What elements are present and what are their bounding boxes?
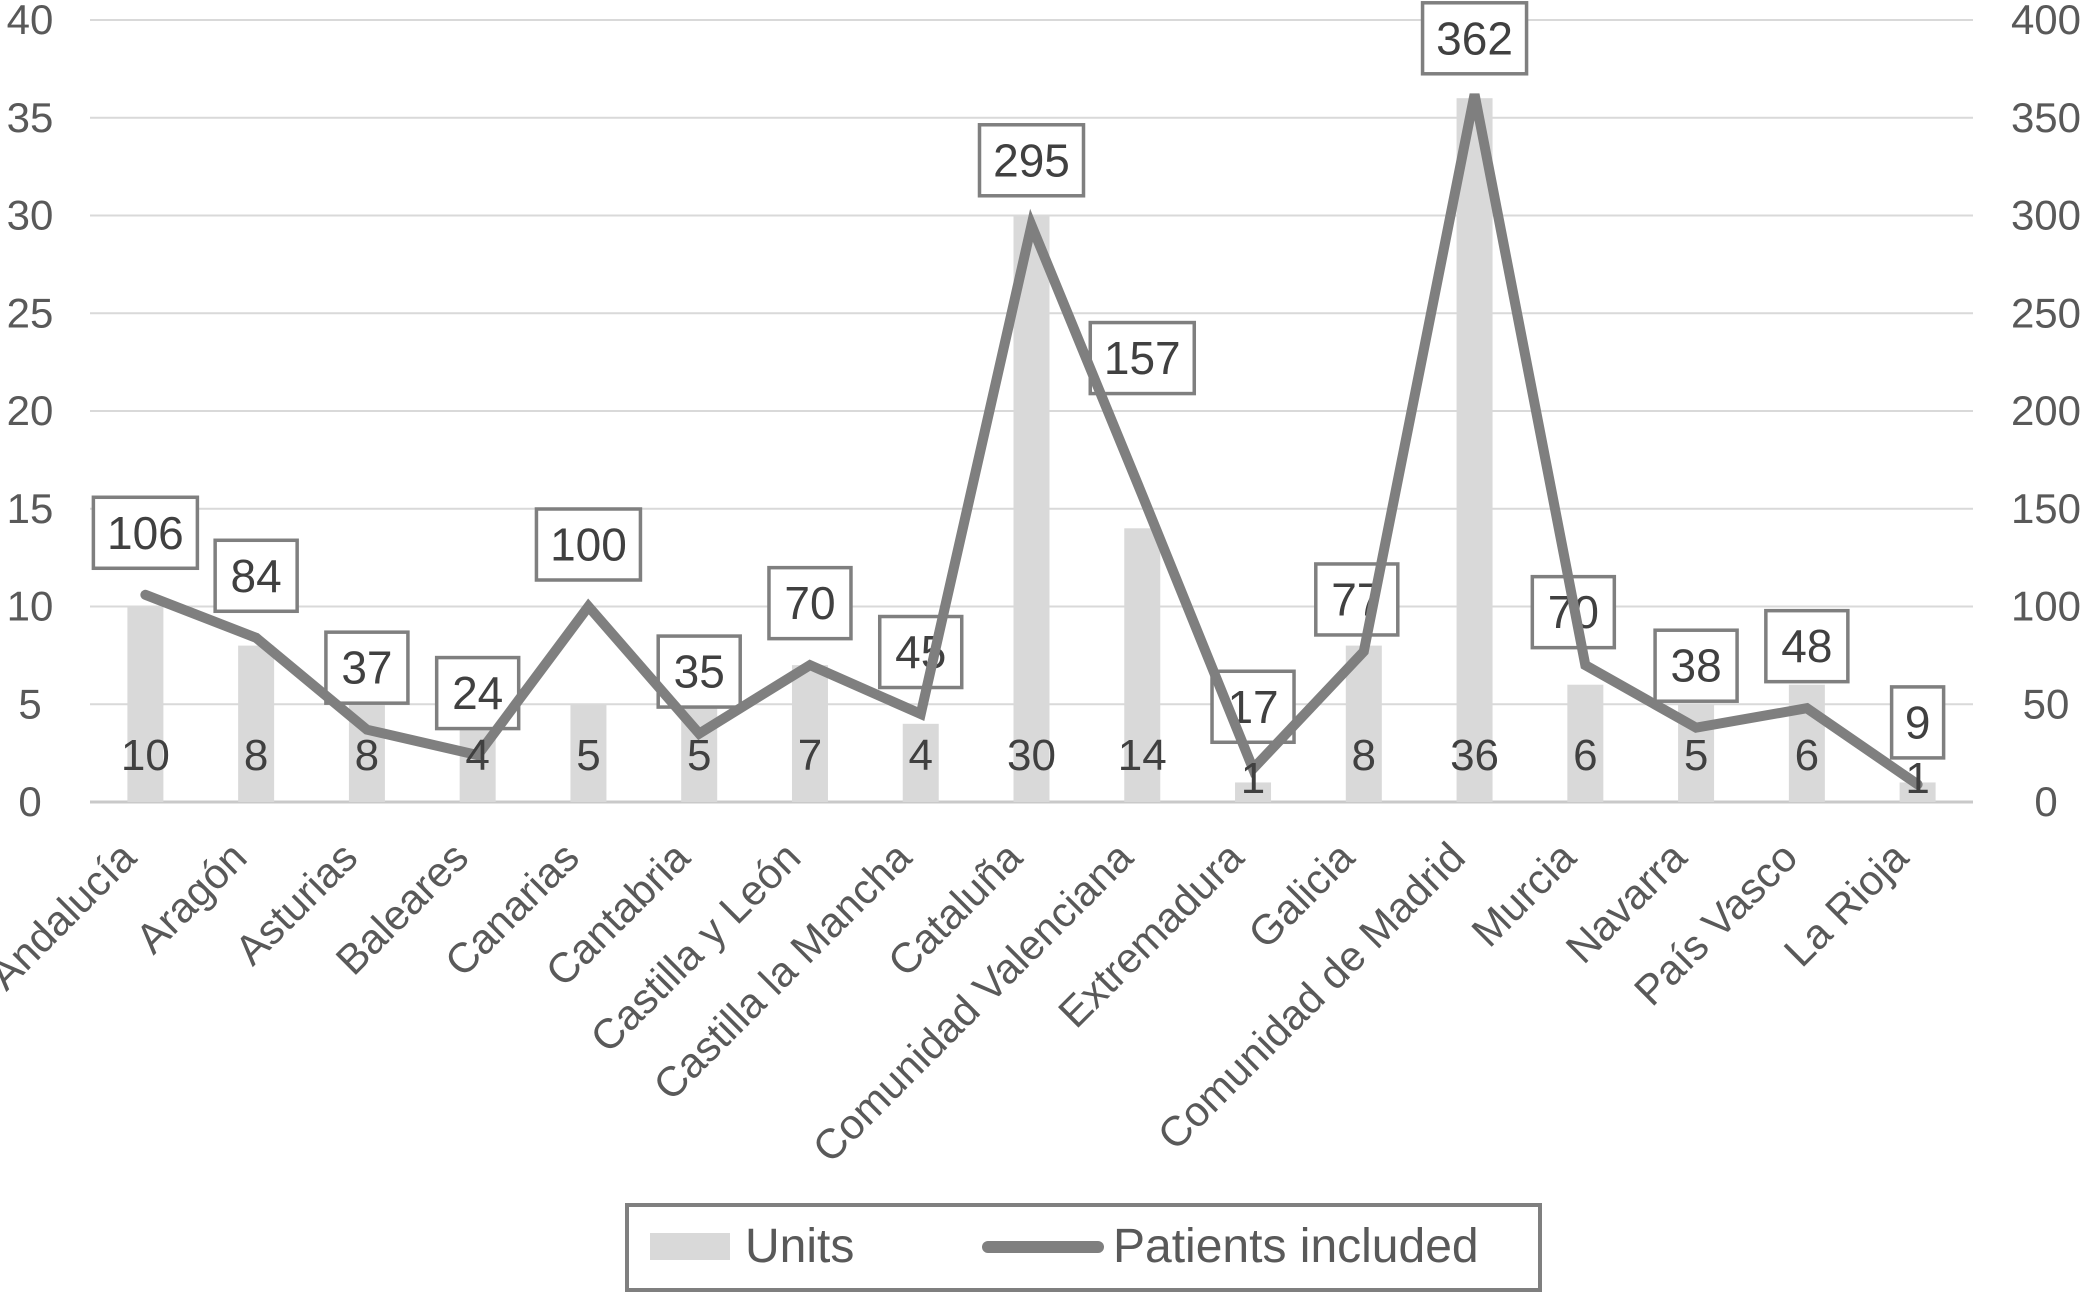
right-axis-tick-label: 300 [2011, 192, 2081, 239]
units-bar [1124, 528, 1161, 802]
bar-value-label: 4 [908, 731, 932, 780]
line-data-label-value: 100 [550, 519, 627, 571]
bar-value-label: 1 [1241, 754, 1265, 803]
units-bar [1567, 684, 1604, 802]
category-axis-label: La Rioja [1775, 833, 1918, 976]
units-bar [1456, 98, 1493, 802]
line-data-label-box [977, 123, 1086, 198]
line-data-label-box [534, 507, 643, 582]
line-data-label-box [1653, 628, 1739, 703]
bar-value-labels: 10 8 8 4 5 5 7 4 30 14 1 8 36 6 5 6 1 [121, 731, 1930, 803]
line-data-label-box [1314, 562, 1400, 637]
units-bar [1235, 782, 1272, 802]
bar-value-label: 36 [1450, 731, 1499, 780]
bar-value-label: 4 [465, 731, 489, 780]
line-data-label-value: 84 [231, 550, 282, 602]
legend-patients-label: Patients included [1113, 1220, 1479, 1273]
line-data-label-value: 37 [341, 642, 392, 694]
category-axis-label: Andalucía [0, 833, 145, 999]
right-axis-tick-label: 350 [2011, 94, 2081, 141]
line-data-label-box [1088, 320, 1197, 396]
line-data-label-box [213, 538, 299, 614]
line-data-label-value: 38 [1671, 640, 1722, 692]
units-bar [238, 645, 275, 802]
line-data-label-box [91, 495, 200, 571]
right-axis-tick-label: 100 [2011, 583, 2081, 630]
right-axis-tick-label: 50 [2023, 680, 2070, 727]
bar-value-label: 14 [1118, 731, 1167, 780]
units-bar [1345, 645, 1382, 802]
right-axis-tick-label: 0 [2034, 778, 2057, 825]
units-bar [902, 723, 939, 802]
patients-line [140, 93, 1923, 790]
line-data-label-value: 24 [452, 667, 503, 719]
line-data-label-value: 9 [1905, 696, 1931, 748]
bar-value-label: 6 [1795, 731, 1819, 780]
bar-value-label: 6 [1573, 731, 1597, 780]
left-axis-tick-label: 35 [7, 94, 54, 141]
line-data-label-box [877, 614, 964, 690]
line-data-label-box [767, 565, 853, 641]
right-axis-tick-labels: 0 50 100 150 200 250 300 350 400 [2011, 0, 2081, 825]
bar-value-label: 5 [1684, 731, 1708, 780]
bar-value-label: 7 [798, 731, 822, 780]
patients-line-path [140, 93, 1923, 790]
units-bar [127, 606, 164, 802]
left-axis-tick-label: 15 [7, 485, 54, 532]
units-bar [791, 665, 828, 802]
category-axis-labels: AndalucíaAragónAsturiasBalearesCanariasC… [0, 833, 1917, 1172]
bar-swatch-icon [650, 1233, 730, 1260]
line-data-label-box [1764, 608, 1850, 684]
bar-value-label: 1 [1905, 754, 1929, 803]
legend-units-label: Units [745, 1220, 854, 1273]
line-data-label-box [1420, 1, 1529, 76]
line-data-label-value: 106 [107, 507, 184, 559]
right-axis-tick-label: 250 [2011, 289, 2081, 336]
line-data-label-box [1889, 685, 1946, 760]
left-axis-tick-label: 25 [7, 289, 54, 336]
line-data-label-value: 70 [784, 577, 835, 629]
right-axis-tick-label: 400 [2011, 0, 2081, 43]
bar-value-label: 5 [576, 731, 600, 780]
left-axis-tick-label: 20 [7, 387, 54, 434]
bar-value-label: 10 [121, 731, 170, 780]
bar-value-label: 8 [244, 731, 268, 780]
left-axis-tick-labels: 0 5 10 15 20 25 30 35 40 [7, 0, 54, 825]
line-data-label-value: 35 [674, 646, 725, 698]
units-bar [1013, 215, 1050, 802]
bar-value-label: 30 [1007, 731, 1056, 780]
line-data-label-value: 295 [993, 134, 1070, 186]
right-axis-tick-label: 150 [2011, 485, 2081, 532]
left-axis-tick-label: 10 [7, 583, 54, 630]
left-axis-tick-label: 5 [18, 680, 41, 727]
legend: Units Patients included [625, 1203, 1542, 1292]
line-data-label-box [656, 634, 742, 709]
bar-value-label: 5 [687, 731, 711, 780]
right-axis-tick-label: 200 [2011, 387, 2081, 434]
line-data-label-value: 48 [1781, 620, 1832, 672]
line-data-label-value: 157 [1104, 332, 1181, 384]
units-bar [570, 704, 607, 802]
line-data-label-box [324, 630, 410, 705]
left-axis-tick-label: 40 [7, 0, 54, 43]
left-axis-tick-label: 0 [18, 778, 41, 825]
units-bar [1899, 782, 1936, 802]
line-data-label-value: 362 [1436, 12, 1513, 64]
units-bars [127, 98, 1936, 802]
left-axis-tick-label: 30 [7, 192, 54, 239]
bar-value-label: 8 [355, 731, 379, 780]
bar-value-label: 8 [1352, 731, 1376, 780]
